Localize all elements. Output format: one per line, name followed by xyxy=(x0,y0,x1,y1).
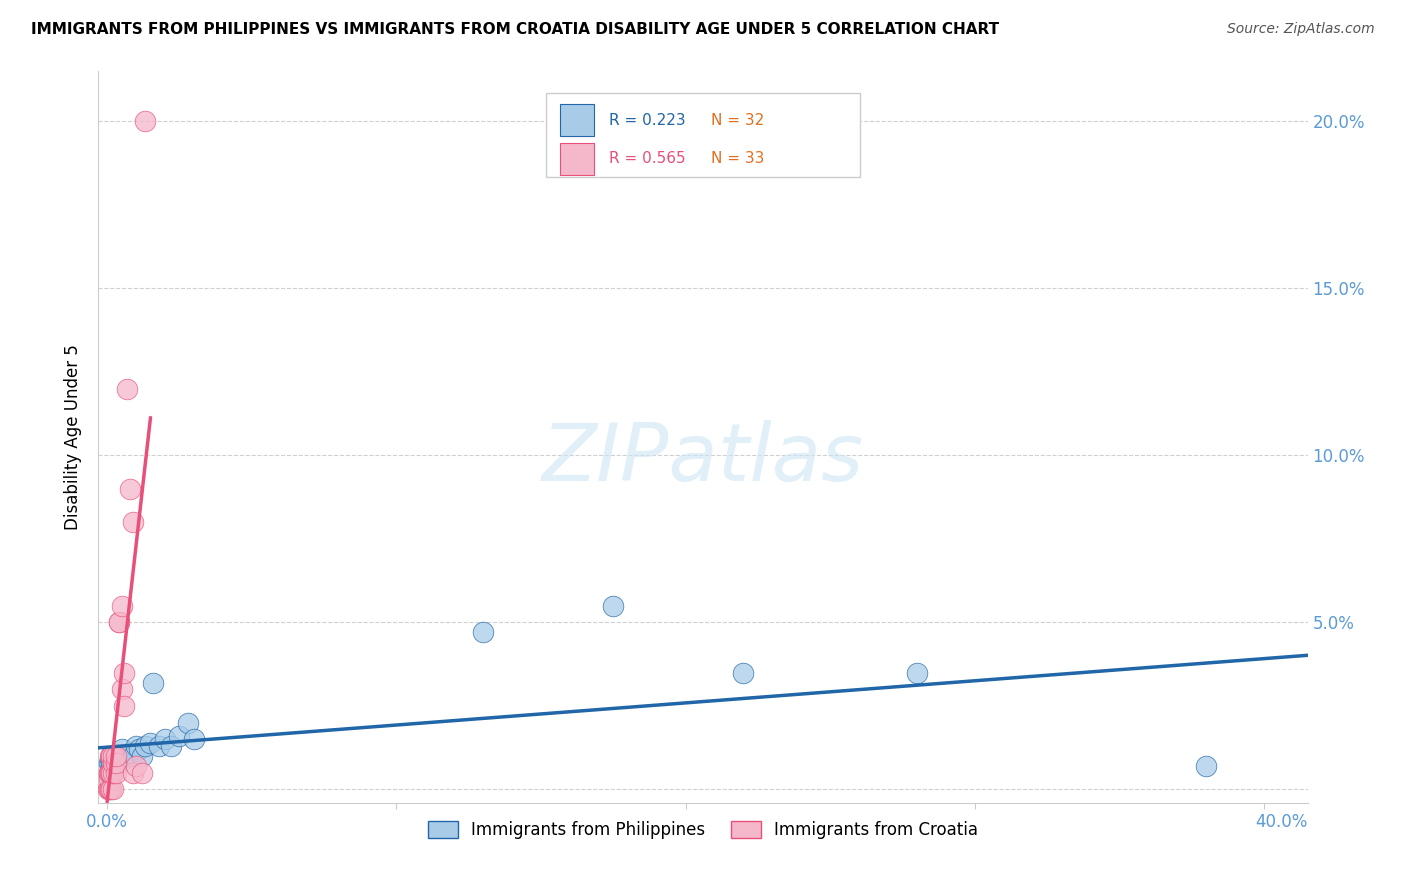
Point xyxy=(159,739,181,753)
Text: ZIPatlas: ZIPatlas xyxy=(541,420,865,498)
Point xyxy=(114,665,136,680)
Point xyxy=(107,615,129,630)
Point xyxy=(114,698,136,713)
Point xyxy=(101,759,124,773)
Point xyxy=(100,765,122,780)
Point xyxy=(98,765,121,780)
Point xyxy=(107,615,129,630)
Text: N = 33: N = 33 xyxy=(711,152,765,167)
Point xyxy=(122,749,145,764)
Bar xyxy=(561,143,595,175)
Point xyxy=(97,782,120,797)
Point xyxy=(733,665,755,680)
Point xyxy=(110,749,132,764)
Y-axis label: Disability Age Under 5: Disability Age Under 5 xyxy=(65,344,83,530)
Point xyxy=(183,732,205,747)
Point xyxy=(110,742,132,756)
Point xyxy=(101,765,124,780)
Point xyxy=(104,756,127,770)
Point xyxy=(120,746,142,760)
Point xyxy=(139,736,162,750)
Point xyxy=(100,765,122,780)
Point xyxy=(98,749,121,764)
Point xyxy=(104,749,127,764)
Point xyxy=(97,782,120,797)
Point xyxy=(98,763,121,777)
Point xyxy=(128,742,150,756)
Text: R = 0.223: R = 0.223 xyxy=(609,112,685,128)
Point xyxy=(131,749,153,764)
Point xyxy=(107,756,129,770)
Point xyxy=(602,599,624,613)
Point xyxy=(134,114,156,128)
Text: N = 32: N = 32 xyxy=(711,112,765,128)
Point xyxy=(169,729,191,743)
Point xyxy=(148,739,170,753)
Point xyxy=(100,749,122,764)
Point xyxy=(472,625,495,640)
Legend: Immigrants from Philippines, Immigrants from Croatia: Immigrants from Philippines, Immigrants … xyxy=(422,814,984,846)
Point xyxy=(153,732,176,747)
Bar xyxy=(561,104,595,136)
Point xyxy=(177,715,200,730)
Text: 40.0%: 40.0% xyxy=(1256,813,1308,830)
Point xyxy=(100,756,122,770)
Point xyxy=(104,749,127,764)
Point xyxy=(98,752,121,766)
Point xyxy=(122,765,145,780)
Point xyxy=(100,782,122,797)
Point xyxy=(98,782,121,797)
Point xyxy=(98,765,121,780)
Point xyxy=(142,675,165,690)
Point xyxy=(134,739,156,753)
Text: IMMIGRANTS FROM PHILIPPINES VS IMMIGRANTS FROM CROATIA DISABILITY AGE UNDER 5 CO: IMMIGRANTS FROM PHILIPPINES VS IMMIGRANT… xyxy=(31,22,1000,37)
Point xyxy=(114,752,136,766)
Point xyxy=(101,782,124,797)
Point xyxy=(117,749,139,764)
Point xyxy=(101,749,124,764)
Point xyxy=(97,765,120,780)
Text: Source: ZipAtlas.com: Source: ZipAtlas.com xyxy=(1227,22,1375,37)
Point xyxy=(101,749,124,764)
Point xyxy=(110,682,132,697)
Point xyxy=(104,752,127,766)
Point xyxy=(98,772,121,787)
Point xyxy=(125,759,148,773)
Point xyxy=(110,599,132,613)
FancyBboxPatch shape xyxy=(546,94,860,178)
Point xyxy=(101,756,124,770)
Point xyxy=(1195,759,1218,773)
Point xyxy=(125,739,148,753)
Point xyxy=(120,482,142,496)
Point xyxy=(905,665,928,680)
Point xyxy=(97,756,120,770)
Point xyxy=(131,765,153,780)
Point xyxy=(117,382,139,396)
Point xyxy=(100,749,122,764)
Point xyxy=(104,765,127,780)
Text: R = 0.565: R = 0.565 xyxy=(609,152,685,167)
Point xyxy=(122,515,145,529)
